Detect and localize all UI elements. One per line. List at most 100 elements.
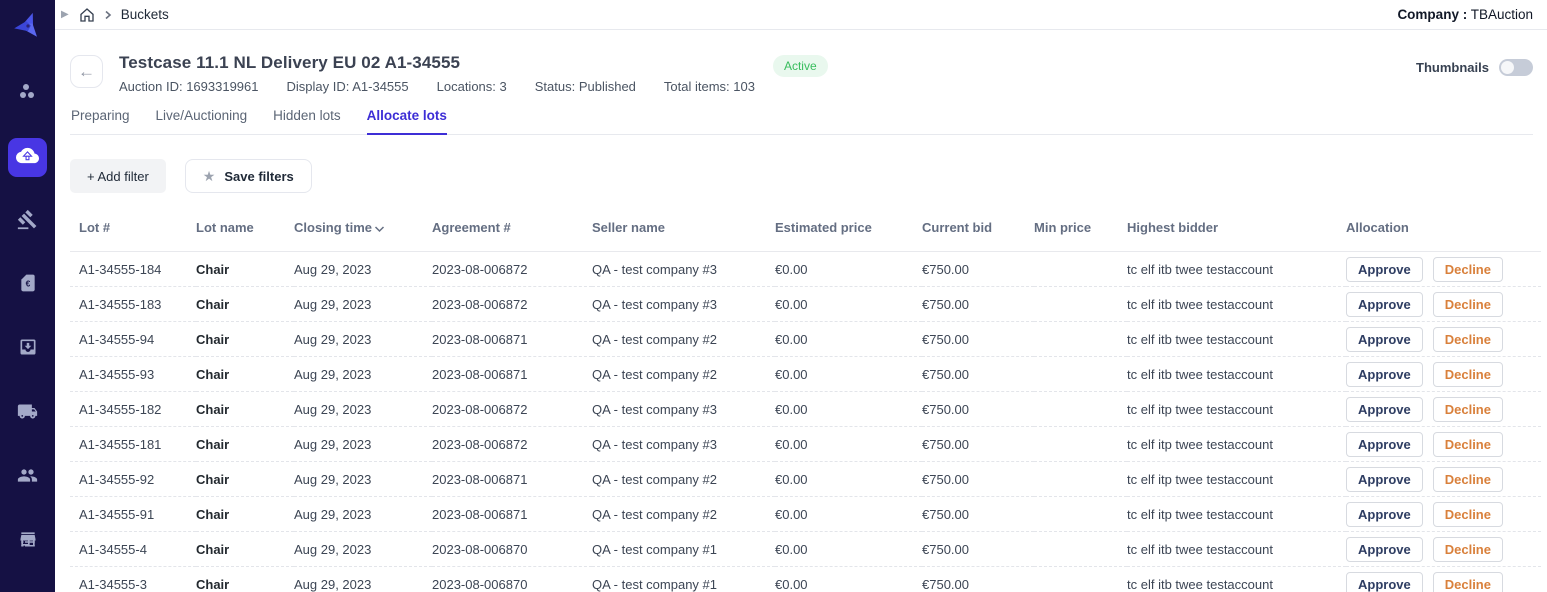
cell-highest-bidder: tc elf itb twee testaccount <box>1127 566 1346 592</box>
cell-agreement: 2023-08-006872 <box>432 426 592 462</box>
cell-estimated-price: €0.00 <box>775 496 922 532</box>
approve-button[interactable]: Approve <box>1346 396 1423 422</box>
decline-button[interactable]: Decline <box>1432 466 1503 492</box>
cloud-upload-icon <box>16 144 39 172</box>
list-icon <box>19 533 37 556</box>
approve-button[interactable]: Approve <box>1346 536 1423 562</box>
sidebar-item-list[interactable] <box>8 525 47 564</box>
decline-button[interactable]: Decline <box>1432 291 1503 317</box>
euro-card-icon: € <box>18 273 38 298</box>
cell-min-price <box>1034 461 1127 497</box>
cell-estimated-price: €0.00 <box>775 566 922 592</box>
cell-current-bid: €750.00 <box>922 321 1034 357</box>
sidebar-item-inbox[interactable] <box>8 330 47 369</box>
sidebar-item-auctions[interactable] <box>8 202 47 241</box>
tab-preparing[interactable]: Preparing <box>71 108 130 123</box>
cell-agreement: 2023-08-006872 <box>432 251 592 287</box>
page-header: ← Testcase 11.1 NL Delivery EU 02 A1-345… <box>70 30 1533 94</box>
col-agreement: Agreement # <box>432 211 592 252</box>
cell-allocation: Approve Decline <box>1346 391 1541 427</box>
app-logo-icon[interactable] <box>8 6 48 46</box>
decline-button[interactable]: Decline <box>1432 431 1503 457</box>
cell-allocation: Approve Decline <box>1346 286 1541 322</box>
cell-agreement: 2023-08-006872 <box>432 286 592 322</box>
approve-button[interactable]: Approve <box>1346 291 1423 317</box>
thumbnails-control: Thumbnails <box>1416 59 1533 76</box>
meta-auction-id: Auction ID: 1693319961 <box>119 79 259 94</box>
home-icon[interactable] <box>79 7 95 23</box>
add-filter-button[interactable]: + Add filter <box>70 159 166 193</box>
cell-seller-name: QA - test company #3 <box>592 286 775 322</box>
approve-button[interactable]: Approve <box>1346 571 1423 592</box>
cell-seller-name: QA - test company #1 <box>592 566 775 592</box>
approve-button[interactable]: Approve <box>1346 466 1423 492</box>
cell-estimated-price: €0.00 <box>775 426 922 462</box>
save-filters-label: Save filters <box>224 168 294 184</box>
cell-seller-name: QA - test company #2 <box>592 321 775 357</box>
decline-button[interactable]: Decline <box>1432 571 1503 592</box>
sidebar-item-buckets[interactable] <box>8 138 47 177</box>
tab-allocate-lots[interactable]: Allocate lots <box>366 108 447 135</box>
approve-button[interactable]: Approve <box>1346 431 1423 457</box>
table-row: A1-34555-184 Chair Aug 29, 2023 2023-08-… <box>70 251 1541 287</box>
thumbnails-toggle[interactable] <box>1499 59 1533 76</box>
main-area: ▶ Buckets Company : TBAuction ← Testcase… <box>55 0 1547 592</box>
company-value: TBAuction <box>1470 7 1533 22</box>
sidebar-expand-icon[interactable]: ▶ <box>61 8 69 20</box>
cell-lot-name: Chair <box>196 356 294 392</box>
sidebar-item-payments[interactable]: € <box>8 266 47 305</box>
auction-meta: Auction ID: 1693319961 Display ID: A1-34… <box>119 79 755 94</box>
decline-button[interactable]: Decline <box>1432 536 1503 562</box>
toggle-knob <box>1501 61 1514 74</box>
cell-allocation: Approve Decline <box>1346 566 1541 592</box>
breadcrumb[interactable]: Buckets <box>120 7 169 22</box>
col-closing-time[interactable]: Closing time <box>294 211 432 252</box>
sidebar: € <box>0 0 55 592</box>
company-indicator: Company : TBAuction <box>1397 7 1533 22</box>
cell-closing-time: Aug 29, 2023 <box>294 426 432 462</box>
cell-seller-name: QA - test company #2 <box>592 496 775 532</box>
users-icon <box>17 465 38 491</box>
cell-lot-name: Chair <box>196 321 294 357</box>
table-header-row: Lot # Lot name Closing time Agreement # … <box>70 211 1541 252</box>
meta-total-items: Total items: 103 <box>663 79 755 94</box>
col-allocation: Allocation <box>1346 211 1541 252</box>
filter-bar: + Add filter ★ Save filters <box>70 159 1533 193</box>
cell-estimated-price: €0.00 <box>775 321 922 357</box>
table-row: A1-34555-93 Chair Aug 29, 2023 2023-08-0… <box>70 356 1541 392</box>
tab-bar: Preparing Live/Auctioning Hidden lots Al… <box>70 108 1533 135</box>
tab-live-auctioning[interactable]: Live/Auctioning <box>155 108 248 123</box>
cell-seller-name: QA - test company #2 <box>592 461 775 497</box>
approve-button[interactable]: Approve <box>1346 501 1423 527</box>
cell-estimated-price: €0.00 <box>775 461 922 497</box>
cell-lot-name: Chair <box>196 531 294 567</box>
sidebar-item-logistics[interactable] <box>8 394 47 433</box>
approve-button[interactable]: Approve <box>1346 326 1423 352</box>
table-row: A1-34555-182 Chair Aug 29, 2023 2023-08-… <box>70 391 1541 427</box>
sidebar-item-users[interactable] <box>8 458 47 497</box>
cell-allocation: Approve Decline <box>1346 251 1541 287</box>
cell-lot-number: A1-34555-184 <box>70 251 196 287</box>
decline-button[interactable]: Decline <box>1432 326 1503 352</box>
cell-agreement: 2023-08-006871 <box>432 356 592 392</box>
title-block: Testcase 11.1 NL Delivery EU 02 A1-34555… <box>119 53 755 94</box>
cell-current-bid: €750.00 <box>922 566 1034 592</box>
decline-button[interactable]: Decline <box>1432 396 1503 422</box>
approve-button[interactable]: Approve <box>1346 361 1423 387</box>
table-row: A1-34555-181 Chair Aug 29, 2023 2023-08-… <box>70 426 1541 462</box>
decline-button[interactable]: Decline <box>1432 361 1503 387</box>
save-filters-button[interactable]: ★ Save filters <box>184 159 312 193</box>
decline-button[interactable]: Decline <box>1432 501 1503 527</box>
cell-seller-name: QA - test company #3 <box>592 426 775 462</box>
cell-highest-bidder: tc elf itb twee testaccount <box>1127 321 1346 357</box>
col-lot-name: Lot name <box>196 211 294 252</box>
approve-button[interactable]: Approve <box>1346 256 1423 282</box>
meta-status: Status: Published <box>534 79 636 94</box>
sidebar-item-apps[interactable] <box>8 74 47 113</box>
decline-button[interactable]: Decline <box>1432 256 1503 282</box>
tab-hidden-lots[interactable]: Hidden lots <box>273 108 341 123</box>
cell-allocation: Approve Decline <box>1346 461 1541 497</box>
cell-current-bid: €750.00 <box>922 461 1034 497</box>
cell-highest-bidder: tc elf itb twee testaccount <box>1127 286 1346 322</box>
back-button[interactable]: ← <box>70 55 103 88</box>
